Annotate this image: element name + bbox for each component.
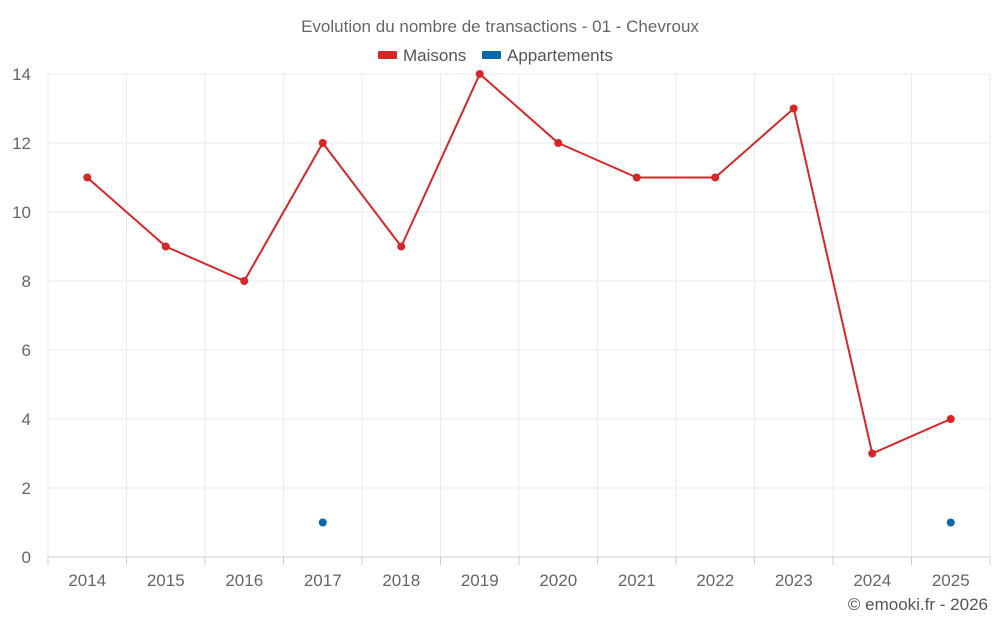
credit-text: © emooki.fr - 2026 [848, 595, 988, 614]
x-tick-label: 2022 [696, 571, 734, 590]
x-tick-label: 2023 [775, 571, 813, 590]
x-tick-label: 2017 [304, 571, 342, 590]
legend-swatch-appartements[interactable] [482, 51, 501, 59]
y-tick-label: 8 [22, 272, 31, 291]
x-tick-label: 2025 [932, 571, 970, 590]
data-point[interactable] [946, 518, 955, 527]
y-tick-label: 2 [22, 479, 31, 498]
x-tick-label: 2019 [461, 571, 499, 590]
y-axis-ticks: 0 2 4 6 8 10 12 14 [12, 65, 31, 567]
data-point[interactable] [789, 104, 798, 113]
data-point[interactable] [946, 415, 955, 423]
data-point[interactable] [161, 242, 170, 251]
x-tick-label: 2016 [225, 571, 263, 590]
data-point[interactable] [318, 139, 327, 147]
data-point[interactable] [554, 139, 563, 147]
data-point[interactable] [475, 70, 484, 78]
legend-label-maisons[interactable]: Maisons [403, 46, 466, 65]
x-tick-label: 2020 [539, 571, 577, 590]
y-tick-label: 0 [22, 548, 31, 567]
data-point[interactable] [397, 242, 406, 251]
y-tick-label: 14 [12, 65, 31, 84]
data-point[interactable] [711, 173, 720, 182]
y-tick-label: 4 [22, 410, 31, 429]
x-axis-ticks: 2014 2015 2016 2017 2018 2019 2020 2021 2022 2023… [68, 571, 969, 590]
legend-swatch-maisons[interactable] [378, 51, 397, 59]
x-tick-label: 2014 [68, 571, 106, 590]
legend: Maisons Appartements [378, 46, 613, 65]
x-tick-label: 2018 [382, 571, 420, 590]
data-point[interactable] [240, 277, 249, 285]
y-tick-label: 10 [12, 203, 31, 222]
data-point[interactable] [632, 173, 641, 182]
data-point[interactable] [83, 173, 92, 182]
series-maisons [83, 70, 955, 458]
data-point[interactable] [868, 449, 877, 458]
series-appartements [318, 518, 955, 527]
series-layer [83, 70, 955, 527]
y-tick-label: 12 [12, 134, 31, 153]
x-tick-label: 2015 [147, 571, 185, 590]
legend-label-appartements[interactable]: Appartements [507, 46, 613, 65]
y-tick-label: 6 [22, 341, 31, 360]
x-tick-label: 2021 [618, 571, 656, 590]
data-point[interactable] [318, 518, 327, 527]
axes [47, 556, 991, 565]
chart-title: Evolution du nombre de transactions - 01… [301, 17, 699, 36]
gridlines [47, 73, 991, 557]
x-tick-label: 2024 [853, 571, 891, 590]
series-line [86, 73, 952, 455]
